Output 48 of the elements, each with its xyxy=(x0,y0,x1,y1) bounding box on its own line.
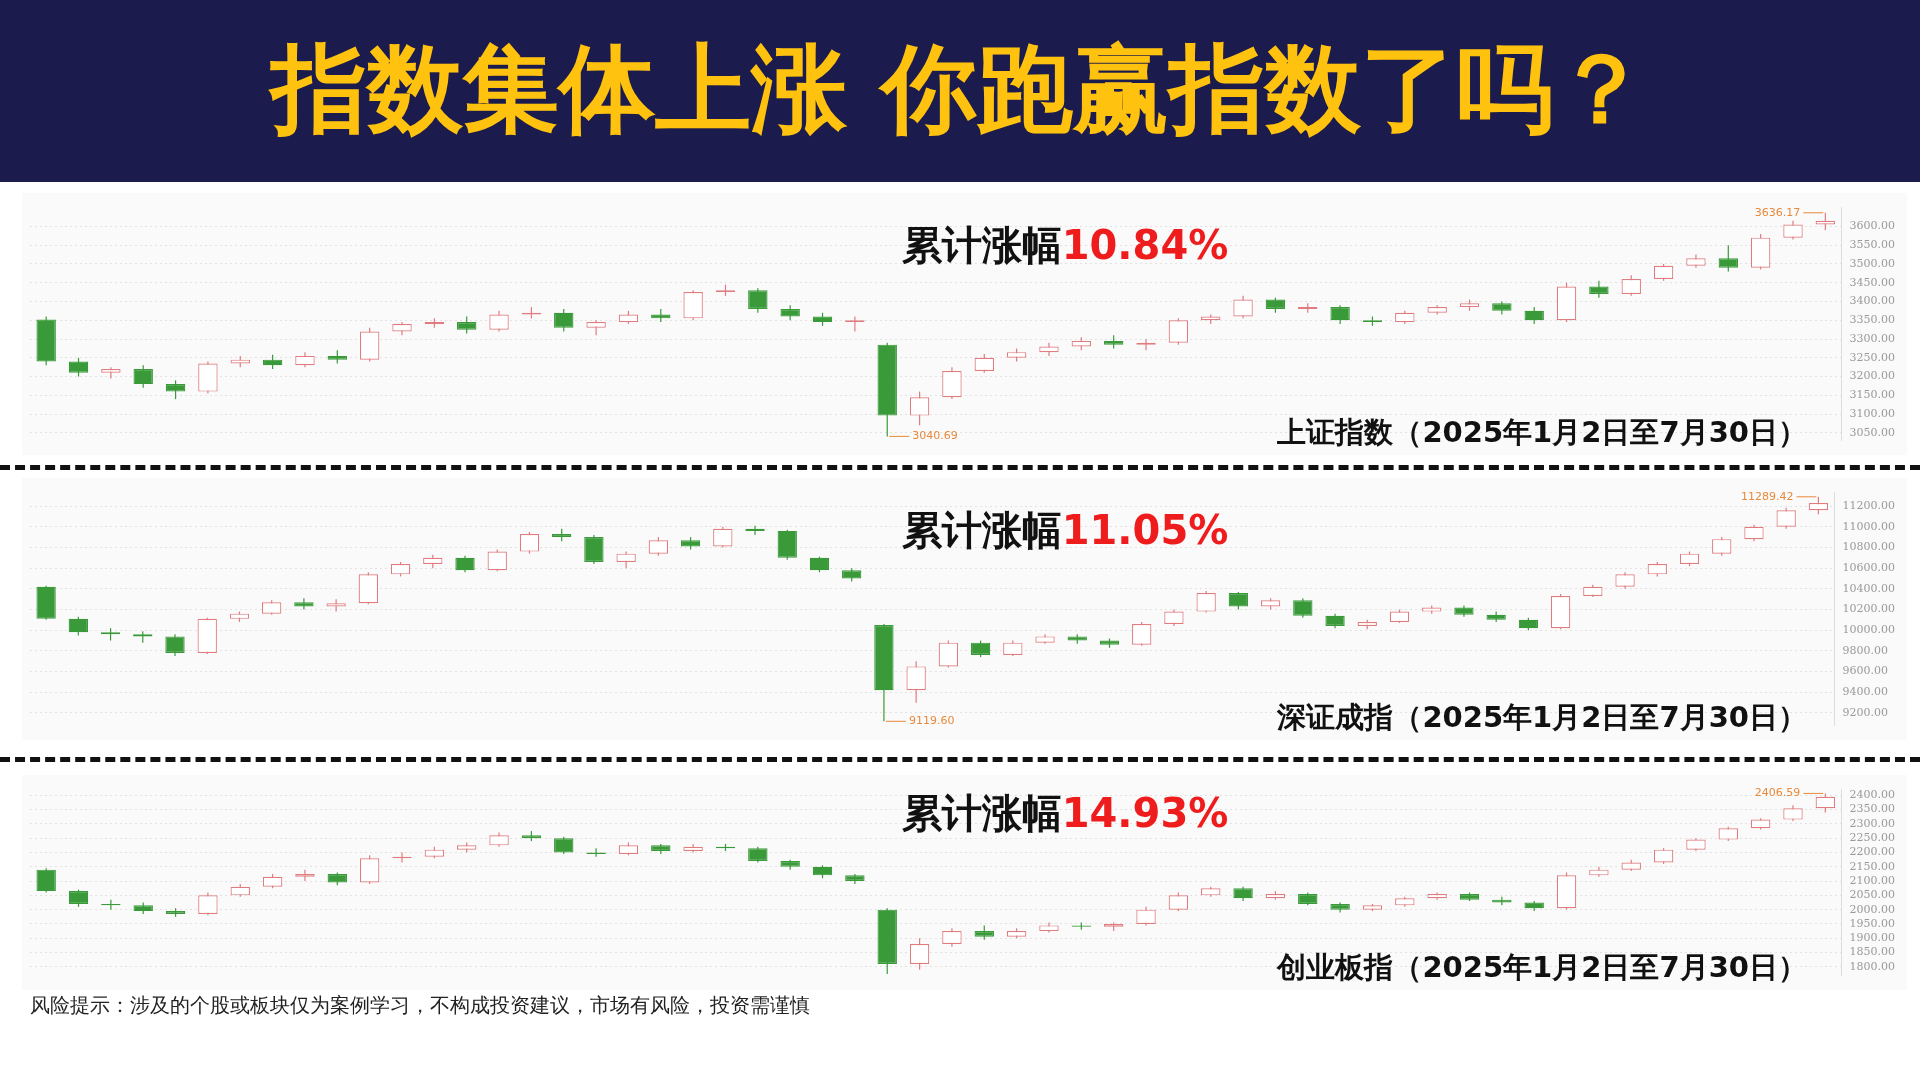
y-tick-label: 2200.00 xyxy=(1849,845,1896,859)
chart-subtitle: 累计涨幅10.84% xyxy=(901,222,1229,268)
x-axis-title: 上证指数（2025年1月2日至7月30日） xyxy=(1277,415,1807,449)
y-tick-label: 3250.00 xyxy=(1849,350,1896,364)
y-tick-label: 3450.00 xyxy=(1849,275,1896,289)
y-tick-label: 2350.00 xyxy=(1849,802,1896,816)
y-tick-label: 2250.00 xyxy=(1849,831,1896,845)
y-tick-label: 3600.00 xyxy=(1849,219,1896,233)
annotation: 11289.42 xyxy=(1740,489,1794,503)
y-tick-label: 10400.00 xyxy=(1842,581,1896,595)
annotation: 2406.59 xyxy=(1754,786,1801,800)
x-axis-title: 创业板指（2025年1月2日至7月30日） xyxy=(1277,950,1807,984)
y-tick-label: 11200.00 xyxy=(1842,498,1896,512)
y-tick-label: 3550.00 xyxy=(1849,238,1896,252)
y-tick-label: 3200.00 xyxy=(1849,369,1896,383)
y-tick-label: 3100.00 xyxy=(1849,406,1896,420)
text: 风险提示：涉及的个股或板块仅为案例学习，不构成投资建议，市场有风险，投资需谨慎 xyxy=(30,992,810,1019)
y-tick-label: 9200.00 xyxy=(1842,705,1889,719)
y-tick-label: 10800.00 xyxy=(1842,540,1896,554)
x-axis-title: 深证成指（2025年1月2日至7月30日） xyxy=(1277,700,1807,734)
y-tick-label: 3150.00 xyxy=(1849,388,1896,402)
annotation: 9119.60 xyxy=(908,714,955,728)
y-tick-label: 2050.00 xyxy=(1849,888,1896,902)
y-tick-label: 1850.00 xyxy=(1849,945,1896,959)
y-tick-label: 10600.00 xyxy=(1842,560,1896,574)
y-tick-label: 2150.00 xyxy=(1849,859,1896,873)
chart-subtitle: 累计涨幅11.05% xyxy=(901,507,1229,553)
y-tick-label: 3050.00 xyxy=(1849,425,1896,439)
y-tick-label: 2300.00 xyxy=(1849,816,1896,830)
y-tick-label: 9600.00 xyxy=(1842,664,1889,678)
y-tick-label: 3300.00 xyxy=(1849,331,1896,345)
y-tick-label: 2400.00 xyxy=(1849,788,1896,802)
y-tick-label: 10000.00 xyxy=(1842,623,1896,637)
y-tick-label: 3350.00 xyxy=(1849,313,1896,327)
y-tick-label: 2000.00 xyxy=(1849,902,1896,916)
y-tick-label: 1950.00 xyxy=(1849,916,1896,930)
y-tick-label: 9400.00 xyxy=(1842,685,1889,699)
annotation: 3636.17 xyxy=(1754,205,1801,219)
y-tick-label: 1900.00 xyxy=(1849,931,1896,945)
chart-subtitle: 累计涨幅14.93% xyxy=(901,790,1229,836)
y-tick-label: 2100.00 xyxy=(1849,873,1896,887)
y-tick-label: 11000.00 xyxy=(1842,519,1896,533)
y-tick-label: 3400.00 xyxy=(1849,294,1896,308)
y-tick-label: 3500.00 xyxy=(1849,256,1896,270)
y-tick-label: 1800.00 xyxy=(1849,959,1896,973)
y-tick-label: 9800.00 xyxy=(1842,643,1889,657)
annotation: 3040.69 xyxy=(912,429,958,443)
y-tick-label: 10200.00 xyxy=(1842,602,1896,616)
